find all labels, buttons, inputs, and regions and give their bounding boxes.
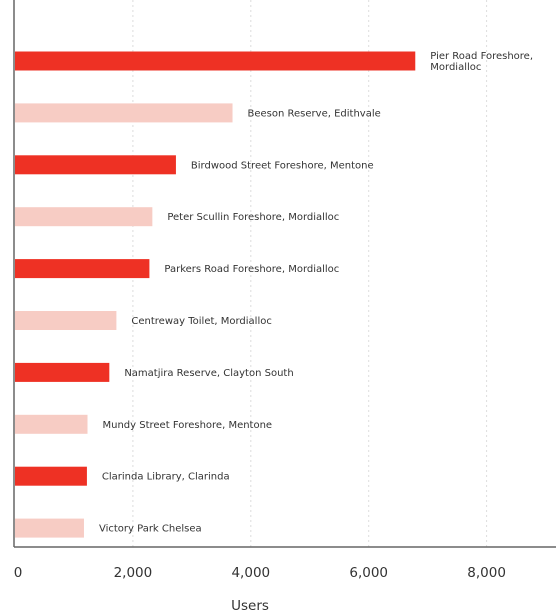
bar-labels: Pier Road Foreshore, Mordialloc Beeson Res… <box>99 51 533 535</box>
bar-label-3: Birdwood Street Foreshore, Mentone <box>191 160 374 171</box>
bar-label-1: Pier Road Foreshore, Mordialloc <box>430 51 533 73</box>
x-tick-label-0: 0 <box>14 565 23 581</box>
bar-label-7: Namatjira Reserve, Clayton South <box>124 368 293 379</box>
bar-8 <box>15 414 88 434</box>
bar-5 <box>15 259 150 279</box>
x-axis-title: Users <box>231 598 269 614</box>
bar-label-6: Centreway Toilet, Mordialloc <box>131 316 271 327</box>
bar-label-5: Parkers Road Foreshore, Mordialloc <box>164 264 339 275</box>
bar-6 <box>15 311 117 330</box>
bar-label-9: Clarinda Library, Clarinda <box>102 472 230 483</box>
bar-9 <box>15 466 87 486</box>
bar-1 <box>15 51 416 71</box>
x-tick-labels: 0 2,000 4,000 6,000 8,000 <box>14 565 506 581</box>
bar-2 <box>15 103 233 123</box>
bar-label-8: Mundy Street Foreshore, Mentone <box>103 420 273 431</box>
bar-label-10: Victory Park Chelsea <box>99 524 202 535</box>
x-tick-label-1: 2,000 <box>114 565 153 581</box>
bar-label-4: Peter Scullin Foreshore, Mordialloc <box>167 212 339 223</box>
gridlines <box>132 0 488 547</box>
x-tick-label-4: 8,000 <box>467 565 506 581</box>
bar-10 <box>15 518 84 538</box>
bar-3 <box>15 155 176 175</box>
bar-label-2: Beeson Reserve, Edithvale <box>248 108 381 119</box>
x-tick-label-2: 4,000 <box>231 565 270 581</box>
x-tick-label-3: 6,000 <box>349 565 388 581</box>
axes <box>13 0 556 548</box>
bar-4 <box>15 207 153 227</box>
bar-7 <box>15 362 110 382</box>
bars <box>15 51 416 538</box>
